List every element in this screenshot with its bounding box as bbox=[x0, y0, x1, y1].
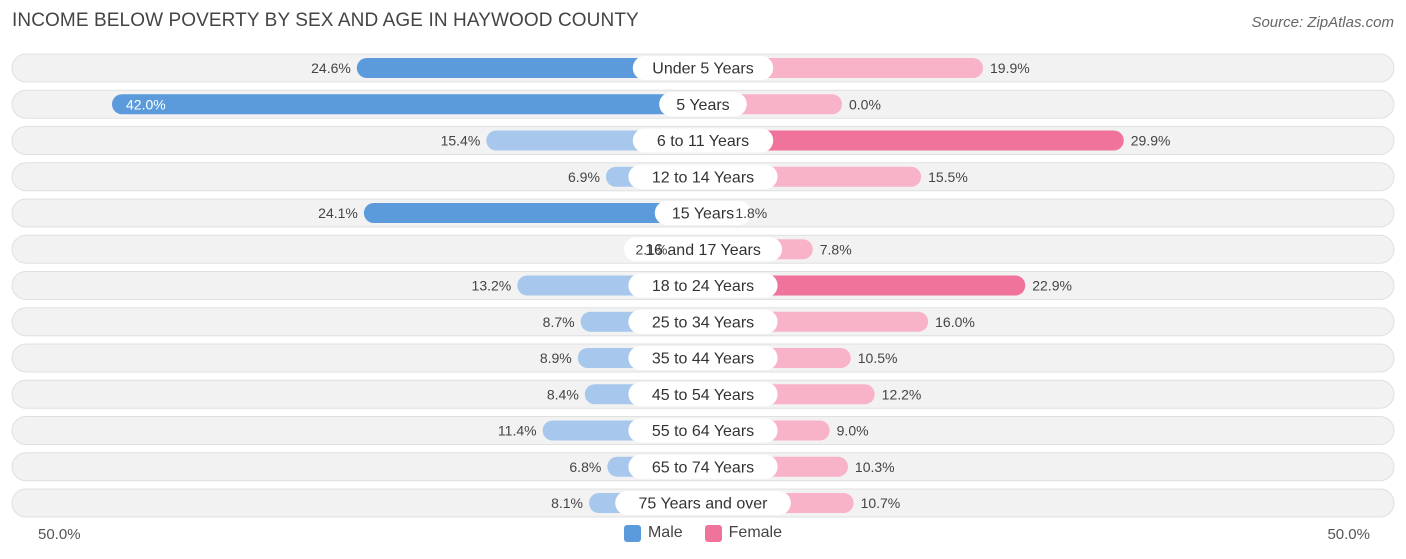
bar-female bbox=[703, 58, 984, 78]
value-label-male: 24.1% bbox=[318, 205, 358, 221]
chart-title: INCOME BELOW POVERTY BY SEX AND AGE IN H… bbox=[12, 10, 639, 31]
category-label: 12 to 14 Years bbox=[652, 169, 754, 186]
category-label-bg bbox=[615, 491, 791, 515]
legend: Male Female bbox=[0, 524, 1406, 542]
category-label: 25 to 34 Years bbox=[652, 314, 754, 331]
category-label-bg bbox=[632, 56, 774, 80]
category-label: Under 5 Years bbox=[652, 61, 753, 78]
category-label: 18 to 24 Years bbox=[652, 278, 754, 295]
value-label-male: 24.6% bbox=[311, 60, 351, 76]
legend-label-male: Male bbox=[647, 524, 683, 541]
value-label-male: 8.1% bbox=[551, 495, 583, 511]
category-label-bg bbox=[628, 454, 778, 479]
bar-female bbox=[703, 130, 1124, 151]
legend-swatch-female bbox=[704, 524, 722, 542]
value-label-female: 7.8% bbox=[820, 241, 852, 257]
chart-source: Source: ZipAtlas.com bbox=[1251, 14, 1394, 31]
value-label-female: 10.5% bbox=[858, 350, 898, 366]
category-label: 35 to 44 Years bbox=[652, 351, 754, 368]
value-label-female: 0.0% bbox=[849, 96, 881, 112]
value-label-male: 15.4% bbox=[441, 133, 481, 149]
legend-item-female[interactable]: Female bbox=[704, 524, 783, 542]
value-label-male: 2.1% bbox=[636, 241, 668, 257]
legend-item-male[interactable]: Male bbox=[623, 524, 683, 542]
value-label-female: 10.7% bbox=[861, 495, 901, 511]
category-label-bg bbox=[654, 201, 752, 225]
bar-female bbox=[703, 275, 1026, 296]
value-label-female: 19.9% bbox=[990, 60, 1030, 76]
category-label-bg bbox=[628, 309, 778, 334]
value-label-female: 16.0% bbox=[935, 314, 975, 330]
category-label: 16 and 17 Years bbox=[645, 242, 761, 259]
axis-label-left: 50.0% bbox=[38, 526, 81, 543]
value-label-male: 13.2% bbox=[472, 278, 512, 294]
category-label-bg bbox=[628, 164, 778, 189]
value-label-female: 15.5% bbox=[928, 169, 968, 185]
category-label: 15 Years bbox=[672, 206, 734, 223]
value-label-female: 22.9% bbox=[1032, 278, 1072, 294]
category-label-bg bbox=[624, 237, 782, 262]
value-label-female: 12.2% bbox=[882, 386, 922, 402]
bar-male bbox=[363, 203, 703, 223]
legend-swatch-male bbox=[623, 524, 641, 542]
value-label-female: 10.3% bbox=[855, 459, 895, 475]
category-label: 5 Years bbox=[676, 97, 729, 114]
category-label: 65 to 74 Years bbox=[652, 459, 754, 476]
value-label-female: 29.9% bbox=[1131, 133, 1171, 149]
category-label-bg bbox=[632, 128, 774, 153]
category-label: 6 to 11 Years bbox=[657, 133, 749, 150]
value-label-female: 9.0% bbox=[837, 423, 869, 439]
value-label-male: 11.4% bbox=[498, 423, 537, 439]
diverging-bar-chart: Under 5 Years 24.6% 19.9% 5 Years 42.0% 0.0% 6… bbox=[11, 53, 1395, 518]
value-label-female: 1.8% bbox=[735, 205, 767, 221]
value-label-male: 6.8% bbox=[569, 459, 601, 475]
legend-label-female: Female bbox=[728, 524, 783, 541]
category-label-bg bbox=[659, 92, 747, 117]
category-label-bg bbox=[628, 418, 778, 443]
category-label-bg bbox=[628, 382, 778, 407]
bar-male bbox=[112, 94, 703, 115]
value-label-male: 8.4% bbox=[547, 386, 579, 402]
category-label: 75 Years and over bbox=[639, 496, 769, 513]
value-label-male: 8.9% bbox=[540, 350, 572, 366]
axis-label-right: 50.0% bbox=[1327, 526, 1370, 543]
bar-male bbox=[356, 58, 703, 78]
value-label-male: 42.0% bbox=[126, 96, 166, 112]
category-label: 55 to 64 Years bbox=[652, 423, 754, 440]
category-label-bg bbox=[628, 346, 778, 370]
category-label-bg bbox=[628, 273, 778, 298]
value-label-male: 8.7% bbox=[543, 314, 575, 330]
value-label-male: 6.9% bbox=[568, 169, 600, 185]
category-label: 45 to 54 Years bbox=[652, 387, 754, 404]
